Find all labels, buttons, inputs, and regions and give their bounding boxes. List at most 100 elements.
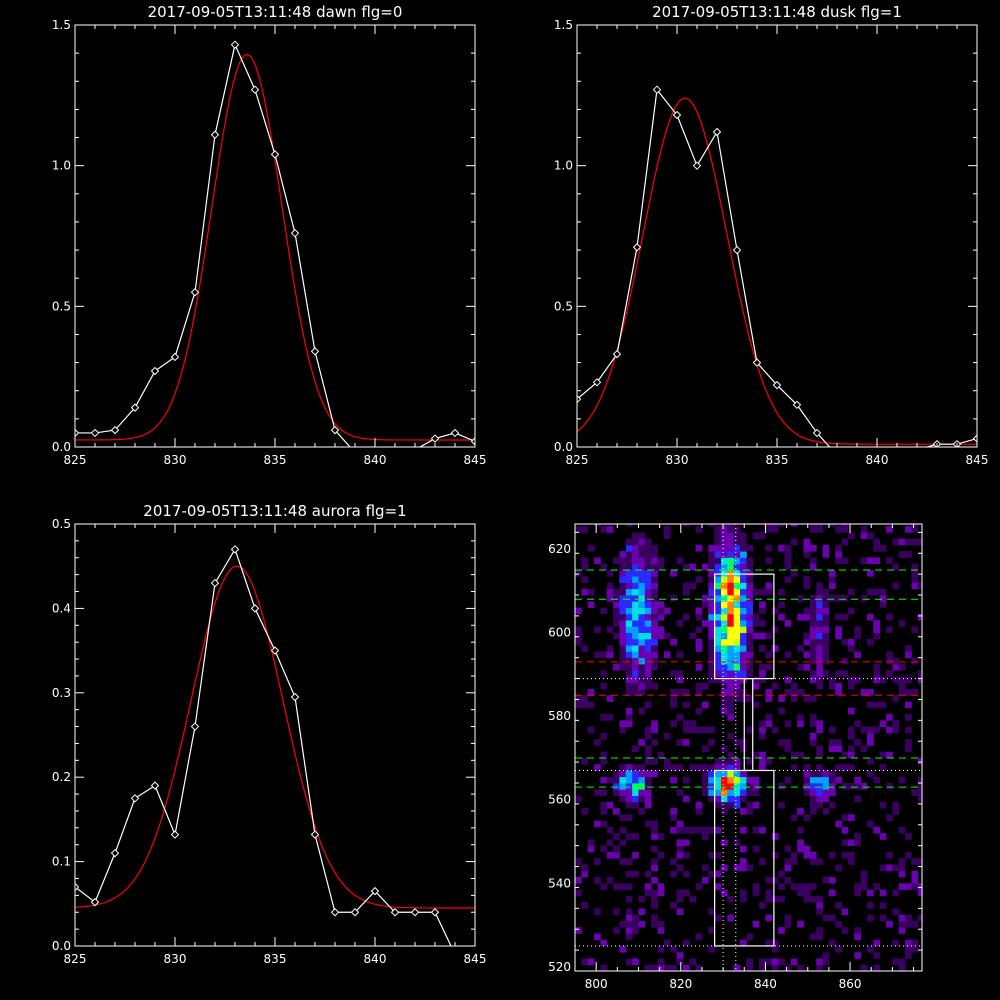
heatmap-cell <box>911 526 919 533</box>
heatmap-cell <box>714 538 722 546</box>
heatmap-cell <box>765 889 773 897</box>
heatmap-cell <box>841 657 849 665</box>
heatmap-cell <box>746 670 754 677</box>
data-line <box>577 88 977 447</box>
heatmap-cell <box>581 576 589 583</box>
heatmap-cell <box>771 877 779 884</box>
x-tick-label: 830 <box>164 453 187 467</box>
heatmap-cell <box>708 826 716 834</box>
heatmap-cell <box>644 889 652 897</box>
heatmap-cell <box>625 576 633 583</box>
heatmap-cell <box>632 601 639 608</box>
heatmap-cell <box>740 638 747 646</box>
heatmap-cell <box>708 927 716 934</box>
heatmap-cell <box>638 764 646 771</box>
heatmap-cell <box>828 739 836 746</box>
heatmap-cell <box>733 538 741 546</box>
heatmap-cell <box>714 632 722 640</box>
heatmap-cell <box>657 883 665 890</box>
heatmap-cell <box>644 801 652 809</box>
data-point <box>430 434 440 443</box>
heatmap-cell <box>733 638 741 646</box>
heatmap-cell <box>727 732 735 740</box>
data-point <box>230 545 240 554</box>
heatmap-cell <box>708 563 716 571</box>
heatmap-cell <box>701 776 709 784</box>
heatmap-cell <box>638 651 646 659</box>
heatmap-cell <box>784 914 792 922</box>
heatmap-cell <box>866 820 874 828</box>
heatmap-cell <box>847 532 855 540</box>
heatmap-cell <box>619 764 627 771</box>
heatmap-cell <box>651 964 658 971</box>
heatmap-cell <box>727 695 735 702</box>
heatmap-cell <box>790 569 798 577</box>
y-tick-label: 0.3 <box>52 686 71 700</box>
heatmap-cell <box>727 551 735 558</box>
heatmap-cell <box>644 576 652 583</box>
heatmap-cell <box>708 851 716 859</box>
heatmap-cell <box>651 663 658 671</box>
heatmap-cell <box>866 739 874 746</box>
heatmap-cell <box>860 689 868 696</box>
heatmap-cell <box>632 670 639 677</box>
heatmap-cell <box>898 927 906 934</box>
heatmap-cell <box>619 576 627 583</box>
heatmap-cell <box>784 920 792 928</box>
data-point <box>712 127 722 137</box>
heatmap-cell <box>879 676 887 684</box>
heatmap-cell <box>632 607 639 615</box>
heatmap-cell <box>720 588 728 596</box>
heatmap-cell <box>740 808 747 815</box>
heatmap-cell <box>892 801 900 809</box>
heatmap-cell <box>816 613 823 621</box>
heatmap-cell <box>651 645 658 652</box>
heatmap-cell <box>682 939 690 947</box>
heatmap-cell <box>892 582 900 590</box>
heatmap-cell <box>733 964 741 971</box>
heatmap-cell <box>619 657 627 665</box>
heatmap-cell <box>841 538 849 546</box>
heatmap-cell <box>847 745 855 753</box>
heatmap-cell <box>740 582 747 590</box>
data-point <box>577 394 582 404</box>
heatmap-cell <box>816 601 823 608</box>
heatmap-cell <box>720 808 728 815</box>
heatmap-cell <box>847 764 855 771</box>
heatmap-cell <box>790 538 798 546</box>
heatmap-cell <box>619 663 627 671</box>
heatmap-cell <box>822 601 830 608</box>
heatmap-cell <box>625 714 633 721</box>
heatmap-cell <box>733 739 741 746</box>
heatmap-cell <box>911 789 919 796</box>
data-point <box>170 352 180 362</box>
heatmap-cell <box>651 858 658 865</box>
heatmap-cell <box>866 689 874 696</box>
heatmap-cell <box>847 751 855 759</box>
heatmap-cell <box>632 870 639 878</box>
heatmap-cell <box>809 626 817 634</box>
heatmap-cell <box>644 663 652 671</box>
heatmap-cell <box>632 563 639 571</box>
heatmap-cell <box>720 789 728 796</box>
heatmap-cell <box>600 883 608 890</box>
heatmap-cell <box>809 895 817 903</box>
heatmap-cell <box>632 588 639 596</box>
heatmap-cell <box>657 601 665 608</box>
heatmap-cell <box>733 689 741 696</box>
heatmap-cell <box>803 576 811 583</box>
heatmap-cell <box>784 739 792 746</box>
heatmap-cell <box>714 870 722 878</box>
heatmap-cell <box>625 895 633 903</box>
heatmap-cell <box>816 964 823 971</box>
heatmap-cell <box>606 582 614 590</box>
heatmap-cell <box>733 682 741 690</box>
heatmap-cell <box>816 726 823 734</box>
heatmap-cell <box>676 826 684 834</box>
heatmap-cell <box>873 620 881 627</box>
heatmap-cell <box>708 524 716 527</box>
heatmap-cell <box>720 757 728 765</box>
heatmap-cell <box>613 927 620 934</box>
heatmap-cell <box>733 764 741 771</box>
heatmap-cell <box>886 557 893 565</box>
